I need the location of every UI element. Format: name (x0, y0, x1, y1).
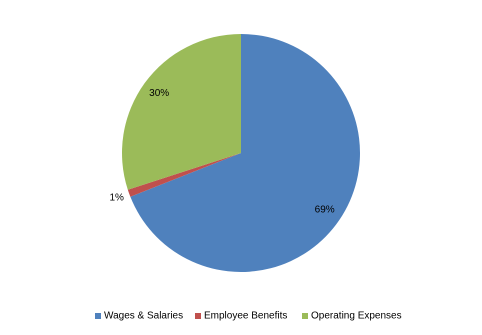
legend-swatch (195, 313, 201, 319)
pie-slice (130, 34, 360, 272)
legend-swatch (302, 313, 308, 319)
data-label: 69% (315, 204, 335, 215)
pie-slice (121, 34, 241, 190)
legend-label: Wages & Salaries (104, 311, 183, 322)
data-label: 1% (109, 192, 124, 203)
legend-label: Operating Expenses (311, 311, 402, 322)
legend-swatch (95, 313, 101, 319)
pie-slice (127, 153, 241, 197)
legend-label: Employee Benefits (204, 311, 287, 322)
data-label: 30% (149, 88, 169, 99)
